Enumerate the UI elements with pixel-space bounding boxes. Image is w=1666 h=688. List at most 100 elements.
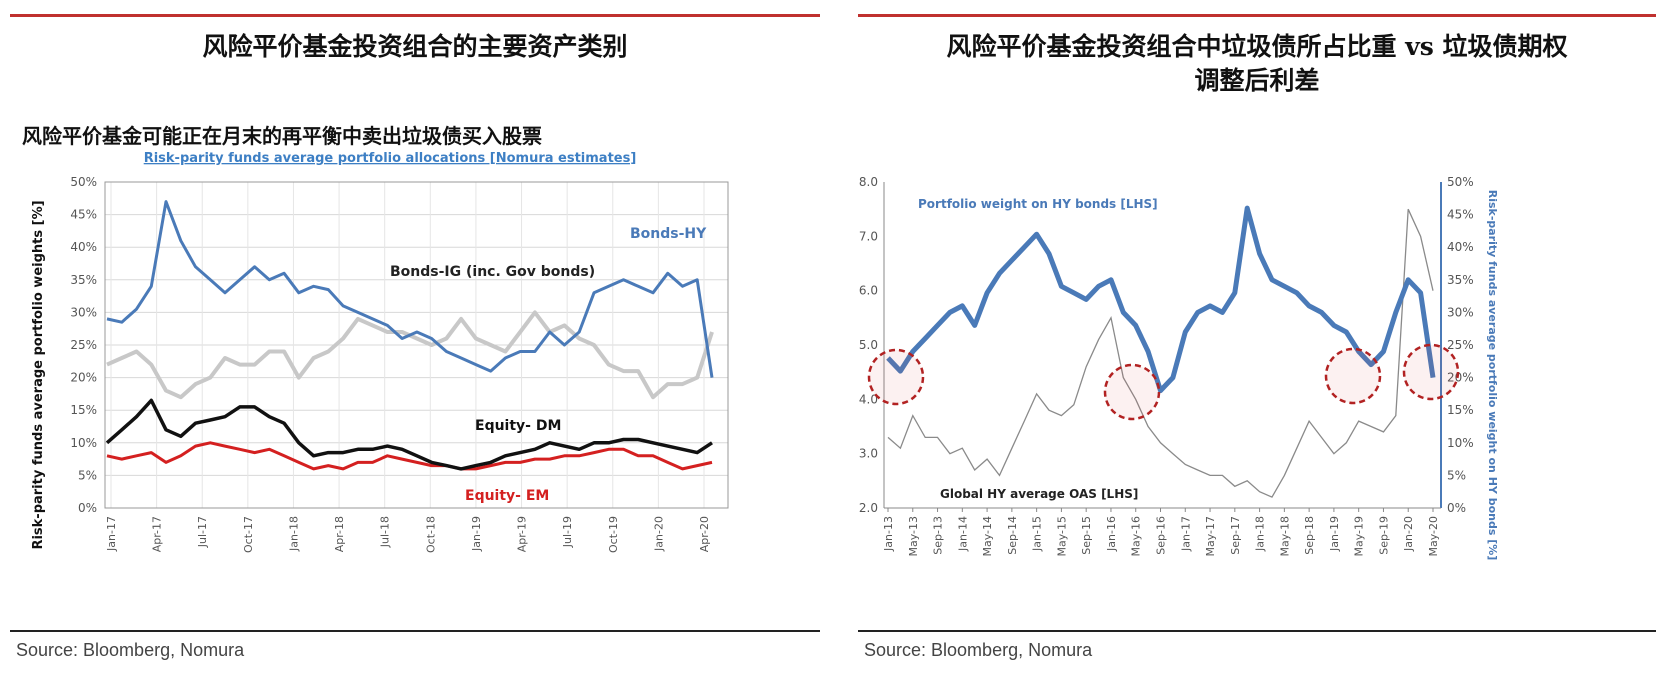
- right-highlight-circle-3: [1324, 347, 1382, 405]
- right-y-left-tick-label: 2.0: [859, 501, 878, 515]
- left-annotation-bonds-hy: Bonds-HY: [630, 226, 707, 242]
- left-x-tick-label: Apr-19: [516, 516, 529, 552]
- left-y-tick-label: 20%: [70, 371, 97, 385]
- right-x-tick-label: Sep-19: [1377, 516, 1390, 555]
- right-y-right-tick-label: 50%: [1447, 175, 1474, 189]
- right-highlight-circle-4: [1402, 343, 1460, 401]
- right-x-tick-label: May-14: [981, 516, 994, 557]
- right-y-left-tick-label: 8.0: [859, 175, 878, 189]
- right-x-tick-label: Jan-19: [1328, 516, 1341, 552]
- left-source: Source: Bloomberg, Nomura: [16, 640, 245, 660]
- right-y-right-tick-label: 0%: [1447, 501, 1466, 515]
- left-x-tick-label: Apr-18: [333, 516, 346, 552]
- right-source: Source: Bloomberg, Nomura: [864, 640, 1093, 660]
- left-red-rule: [10, 14, 820, 17]
- right-y-right-tick-label: 5%: [1447, 468, 1466, 482]
- left-x-tick-label: Jan-17: [105, 516, 118, 552]
- right-y-right-tick-label: 25%: [1447, 338, 1474, 352]
- left-x-tick-label: Jan-18: [287, 516, 300, 552]
- right-y-left-tick-label: 4.0: [859, 392, 878, 406]
- left-subtitle: 风险平价基金可能正在月末的再平衡中卖出垃圾债买入股票: [22, 124, 542, 148]
- right-x-tick-label: May-20: [1427, 516, 1440, 557]
- left-chart-title: Risk-parity funds average portfolio allo…: [144, 151, 637, 166]
- right-x-tick-label: May-13: [907, 516, 920, 557]
- left-series-line-4: [106, 441, 713, 471]
- left-y-tick-label: 50%: [70, 175, 97, 189]
- right-panel-title: 风险平价基金投资组合中垃圾债所占比重 vs 垃圾债期权 调整后利差: [848, 30, 1666, 98]
- right-y-right-tick-label: 30%: [1447, 305, 1474, 319]
- left-y-tick-label: 10%: [70, 436, 97, 450]
- right-x-tick-label: May-18: [1278, 516, 1291, 557]
- left-y-tick-label: 45%: [70, 208, 97, 222]
- left-x-tick-label: Jan-19: [470, 516, 483, 552]
- left-source-rule: [10, 630, 820, 632]
- left-x-tick-label: Jul-17: [196, 516, 209, 548]
- right-x-tick-label: Sep-16: [1155, 516, 1168, 555]
- right-red-rule: [858, 14, 1656, 17]
- right-y-right-tick-label: 20%: [1447, 371, 1474, 385]
- right-y-left-tick-label: 3.0: [859, 447, 878, 461]
- right-y-right-tick-label: 35%: [1447, 273, 1474, 287]
- right-x-tick-label: May-16: [1130, 516, 1143, 557]
- left-y-tick-label: 35%: [70, 273, 97, 287]
- right-x-tick-label: May-17: [1204, 516, 1217, 557]
- right-annotation-hy-weight: Portfolio weight on HY bonds [LHS]: [918, 197, 1158, 211]
- right-series-oas: [887, 208, 1434, 498]
- right-highlight-circle-1: [867, 348, 925, 406]
- right-y-right-tick-label: 10%: [1447, 436, 1474, 450]
- left-x-tick-label: Oct-18: [424, 516, 437, 553]
- left-x-tick-label: Jul-18: [379, 516, 392, 548]
- left-y-tick-label: 40%: [70, 240, 97, 254]
- left-x-tick-label: Apr-20: [698, 516, 711, 552]
- right-chart: 2.0 3.0 4.0 5.0 6.0 7.0 8.0 0% 5% 10% 15% 20% 25% 30%…: [859, 175, 1499, 561]
- left-y-tick-label: 15%: [70, 403, 97, 417]
- left-x-tick-label: Apr-17: [151, 516, 164, 552]
- right-x-tick-label: Sep-15: [1080, 516, 1093, 555]
- right-y-right-tick-label: 40%: [1447, 240, 1474, 254]
- left-panel-title: 风险平价基金投资组合的主要资产类别: [202, 32, 628, 61]
- right-y-right-label: Risk-parity funds average portfolio weig…: [1486, 190, 1499, 561]
- right-x-tick-label: Jan-17: [1179, 516, 1192, 552]
- right-annotation-oas: Global HY average OAS [LHS]: [940, 487, 1138, 501]
- right-title-line1: 风险平价基金投资组合中垃圾债所占比重 vs 垃圾债期权: [946, 32, 1568, 61]
- right-panel: 风险平价基金投资组合中垃圾债所占比重 vs 垃圾债期权 调整后利差 2.0 3.0…: [848, 0, 1666, 688]
- right-x-tick-label: Sep-13: [932, 516, 945, 555]
- left-y-tick-label: 5%: [78, 468, 97, 482]
- right-x-tick-label: Sep-18: [1303, 516, 1316, 555]
- right-x-tick-label: Jan-13: [882, 516, 895, 552]
- right-x-tick-label: May-15: [1055, 516, 1068, 557]
- left-y-tick-label: 25%: [70, 338, 97, 352]
- left-annotation-bonds-ig: Bonds-IG (inc. Gov bonds): [390, 264, 595, 280]
- right-series-hy-weight: [886, 205, 1436, 394]
- left-y-tick-label: 30%: [70, 305, 97, 319]
- right-x-tick-label: Jan-14: [956, 516, 969, 552]
- left-x-tick-label: Jul-19: [561, 516, 574, 548]
- left-y-tick-label: 0%: [78, 501, 97, 515]
- right-x-tick-label: Sep-14: [1006, 516, 1019, 555]
- right-x-tick-label: Jan-20: [1402, 516, 1415, 552]
- right-y-left-tick-label: 5.0: [859, 338, 878, 352]
- right-y-left-tick-label: 7.0: [859, 229, 878, 243]
- right-y-left-tick-label: 6.0: [859, 284, 878, 298]
- left-chart: Risk-parity funds average portfolio allo…: [31, 151, 729, 553]
- left-panel: 风险平价基金投资组合的主要资产类别 风险平价基金可能正在月末的再平衡中卖出垃圾债…: [0, 0, 830, 688]
- right-x-tick-label: Sep-17: [1229, 516, 1242, 555]
- left-y-axis-label: Risk-parity funds average portfolio weig…: [31, 200, 46, 549]
- left-annotation-equity-em: Equity- EM: [465, 488, 549, 504]
- left-series-line-3: [105, 398, 713, 471]
- right-y-right-tick-label: 45%: [1447, 208, 1474, 222]
- left-series-line-2: [106, 310, 714, 400]
- right-y-right-tick-label: 15%: [1447, 403, 1474, 417]
- left-x-tick-label: Oct-17: [242, 516, 255, 553]
- left-annotation-equity-dm: Equity- DM: [475, 418, 561, 434]
- right-title-line2: 调整后利差: [1194, 66, 1320, 95]
- right-highlight-circle-2: [1103, 363, 1161, 421]
- right-x-tick-label: May-19: [1353, 516, 1366, 557]
- left-x-tick-label: Oct-19: [607, 516, 620, 553]
- left-x-tick-label: Jan-20: [652, 516, 665, 552]
- left-plot-frame: [104, 181, 729, 509]
- left-series-line-1: [106, 200, 714, 378]
- right-source-rule: [858, 630, 1656, 632]
- right-x-tick-label: Jan-18: [1254, 516, 1267, 552]
- right-x-tick-label: Jan-15: [1031, 516, 1044, 552]
